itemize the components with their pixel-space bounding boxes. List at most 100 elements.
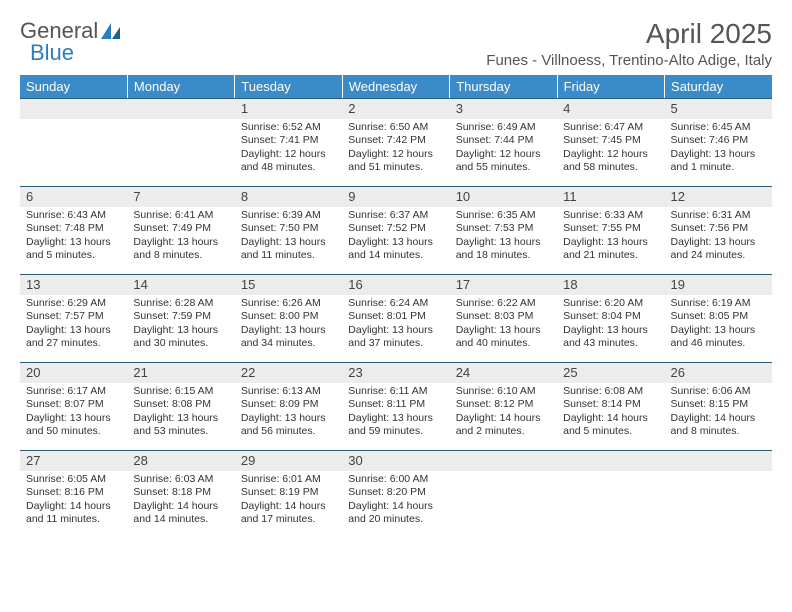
daylight-text: Daylight: 13 hours and 5 minutes. <box>26 236 121 262</box>
sunset-text: Sunset: 7:52 PM <box>348 222 443 235</box>
day-details: Sunrise: 6:20 AMSunset: 8:04 PMDaylight:… <box>557 295 664 354</box>
day-number: 2 <box>342 98 449 119</box>
day-details: Sunrise: 6:39 AMSunset: 7:50 PMDaylight:… <box>235 207 342 266</box>
day-number: 10 <box>450 186 557 207</box>
day-details <box>665 471 772 531</box>
day-number: 16 <box>342 274 449 295</box>
calendar-week: 6Sunrise: 6:43 AMSunset: 7:48 PMDaylight… <box>20 186 772 274</box>
calendar-cell: 23Sunrise: 6:11 AMSunset: 8:11 PMDayligh… <box>342 362 449 450</box>
calendar-cell: 26Sunrise: 6:06 AMSunset: 8:15 PMDayligh… <box>665 362 772 450</box>
calendar-cell: 4Sunrise: 6:47 AMSunset: 7:45 PMDaylight… <box>557 98 664 186</box>
daylight-text: Daylight: 13 hours and 46 minutes. <box>671 324 766 350</box>
day-header: Sunday <box>20 75 127 98</box>
day-details: Sunrise: 6:00 AMSunset: 8:20 PMDaylight:… <box>342 471 449 530</box>
day-number: 15 <box>235 274 342 295</box>
day-number: 1 <box>235 98 342 119</box>
daylight-text: Daylight: 12 hours and 55 minutes. <box>456 148 551 174</box>
sunset-text: Sunset: 7:56 PM <box>671 222 766 235</box>
daylight-text: Daylight: 14 hours and 14 minutes. <box>133 500 228 526</box>
day-details: Sunrise: 6:15 AMSunset: 8:08 PMDaylight:… <box>127 383 234 442</box>
day-number: 30 <box>342 450 449 471</box>
day-number: 9 <box>342 186 449 207</box>
calendar-cell: 14Sunrise: 6:28 AMSunset: 7:59 PMDayligh… <box>127 274 234 362</box>
calendar-body: 1Sunrise: 6:52 AMSunset: 7:41 PMDaylight… <box>20 98 772 538</box>
day-details: Sunrise: 6:26 AMSunset: 8:00 PMDaylight:… <box>235 295 342 354</box>
sunset-text: Sunset: 8:04 PM <box>563 310 658 323</box>
day-details: Sunrise: 6:41 AMSunset: 7:49 PMDaylight:… <box>127 207 234 266</box>
day-number <box>127 98 234 119</box>
sunset-text: Sunset: 8:14 PM <box>563 398 658 411</box>
day-details: Sunrise: 6:19 AMSunset: 8:05 PMDaylight:… <box>665 295 772 354</box>
day-details: Sunrise: 6:43 AMSunset: 7:48 PMDaylight:… <box>20 207 127 266</box>
day-details: Sunrise: 6:49 AMSunset: 7:44 PMDaylight:… <box>450 119 557 178</box>
sunset-text: Sunset: 7:48 PM <box>26 222 121 235</box>
sunset-text: Sunset: 8:05 PM <box>671 310 766 323</box>
calendar-cell: 1Sunrise: 6:52 AMSunset: 7:41 PMDaylight… <box>235 98 342 186</box>
day-number: 5 <box>665 98 772 119</box>
page-header: General April 2025 Funes - Villnoess, Tr… <box>20 18 772 69</box>
sunset-text: Sunset: 7:57 PM <box>26 310 121 323</box>
day-details: Sunrise: 6:05 AMSunset: 8:16 PMDaylight:… <box>20 471 127 530</box>
calendar-cell <box>127 98 234 186</box>
sunrise-text: Sunrise: 6:01 AM <box>241 473 336 486</box>
day-number: 26 <box>665 362 772 383</box>
sunset-text: Sunset: 8:16 PM <box>26 486 121 499</box>
sunset-text: Sunset: 7:50 PM <box>241 222 336 235</box>
day-details <box>557 471 664 531</box>
daylight-text: Daylight: 13 hours and 56 minutes. <box>241 412 336 438</box>
day-number: 25 <box>557 362 664 383</box>
day-header: Friday <box>557 75 664 98</box>
calendar-week: 27Sunrise: 6:05 AMSunset: 8:16 PMDayligh… <box>20 450 772 538</box>
sunrise-text: Sunrise: 6:06 AM <box>671 385 766 398</box>
sunrise-text: Sunrise: 6:19 AM <box>671 297 766 310</box>
sunset-text: Sunset: 8:12 PM <box>456 398 551 411</box>
calendar-cell: 8Sunrise: 6:39 AMSunset: 7:50 PMDaylight… <box>235 186 342 274</box>
daylight-text: Daylight: 14 hours and 5 minutes. <box>563 412 658 438</box>
sunset-text: Sunset: 7:45 PM <box>563 134 658 147</box>
day-details: Sunrise: 6:06 AMSunset: 8:15 PMDaylight:… <box>665 383 772 442</box>
sunrise-text: Sunrise: 6:28 AM <box>133 297 228 310</box>
daylight-text: Daylight: 13 hours and 21 minutes. <box>563 236 658 262</box>
day-details: Sunrise: 6:47 AMSunset: 7:45 PMDaylight:… <box>557 119 664 178</box>
sunrise-text: Sunrise: 6:08 AM <box>563 385 658 398</box>
daylight-text: Daylight: 14 hours and 17 minutes. <box>241 500 336 526</box>
day-details: Sunrise: 6:35 AMSunset: 7:53 PMDaylight:… <box>450 207 557 266</box>
day-number: 4 <box>557 98 664 119</box>
day-number: 22 <box>235 362 342 383</box>
sunrise-text: Sunrise: 6:35 AM <box>456 209 551 222</box>
daylight-text: Daylight: 13 hours and 37 minutes. <box>348 324 443 350</box>
day-details <box>127 119 234 179</box>
sunrise-text: Sunrise: 6:49 AM <box>456 121 551 134</box>
sunset-text: Sunset: 8:03 PM <box>456 310 551 323</box>
day-number: 17 <box>450 274 557 295</box>
day-details: Sunrise: 6:22 AMSunset: 8:03 PMDaylight:… <box>450 295 557 354</box>
daylight-text: Daylight: 13 hours and 1 minute. <box>671 148 766 174</box>
day-header: Monday <box>127 75 234 98</box>
calendar-cell <box>557 450 664 538</box>
calendar-cell: 27Sunrise: 6:05 AMSunset: 8:16 PMDayligh… <box>20 450 127 538</box>
day-details <box>20 119 127 179</box>
day-header: Wednesday <box>342 75 449 98</box>
sunset-text: Sunset: 8:20 PM <box>348 486 443 499</box>
sunrise-text: Sunrise: 6:15 AM <box>133 385 228 398</box>
calendar-cell: 24Sunrise: 6:10 AMSunset: 8:12 PMDayligh… <box>450 362 557 450</box>
daylight-text: Daylight: 13 hours and 30 minutes. <box>133 324 228 350</box>
sunrise-text: Sunrise: 6:17 AM <box>26 385 121 398</box>
calendar-cell <box>450 450 557 538</box>
calendar-cell: 5Sunrise: 6:45 AMSunset: 7:46 PMDaylight… <box>665 98 772 186</box>
calendar-table: SundayMondayTuesdayWednesdayThursdayFrid… <box>20 75 772 538</box>
sunrise-text: Sunrise: 6:22 AM <box>456 297 551 310</box>
day-details: Sunrise: 6:01 AMSunset: 8:19 PMDaylight:… <box>235 471 342 530</box>
daylight-text: Daylight: 14 hours and 2 minutes. <box>456 412 551 438</box>
day-number: 29 <box>235 450 342 471</box>
sunrise-text: Sunrise: 6:50 AM <box>348 121 443 134</box>
logo-text-blue: Blue <box>30 40 74 66</box>
sunset-text: Sunset: 7:46 PM <box>671 134 766 147</box>
daylight-text: Daylight: 13 hours and 43 minutes. <box>563 324 658 350</box>
location-text: Funes - Villnoess, Trentino-Alto Adige, … <box>486 52 772 69</box>
calendar-cell: 15Sunrise: 6:26 AMSunset: 8:00 PMDayligh… <box>235 274 342 362</box>
daylight-text: Daylight: 13 hours and 14 minutes. <box>348 236 443 262</box>
daylight-text: Daylight: 13 hours and 18 minutes. <box>456 236 551 262</box>
sunrise-text: Sunrise: 6:11 AM <box>348 385 443 398</box>
calendar-cell: 7Sunrise: 6:41 AMSunset: 7:49 PMDaylight… <box>127 186 234 274</box>
